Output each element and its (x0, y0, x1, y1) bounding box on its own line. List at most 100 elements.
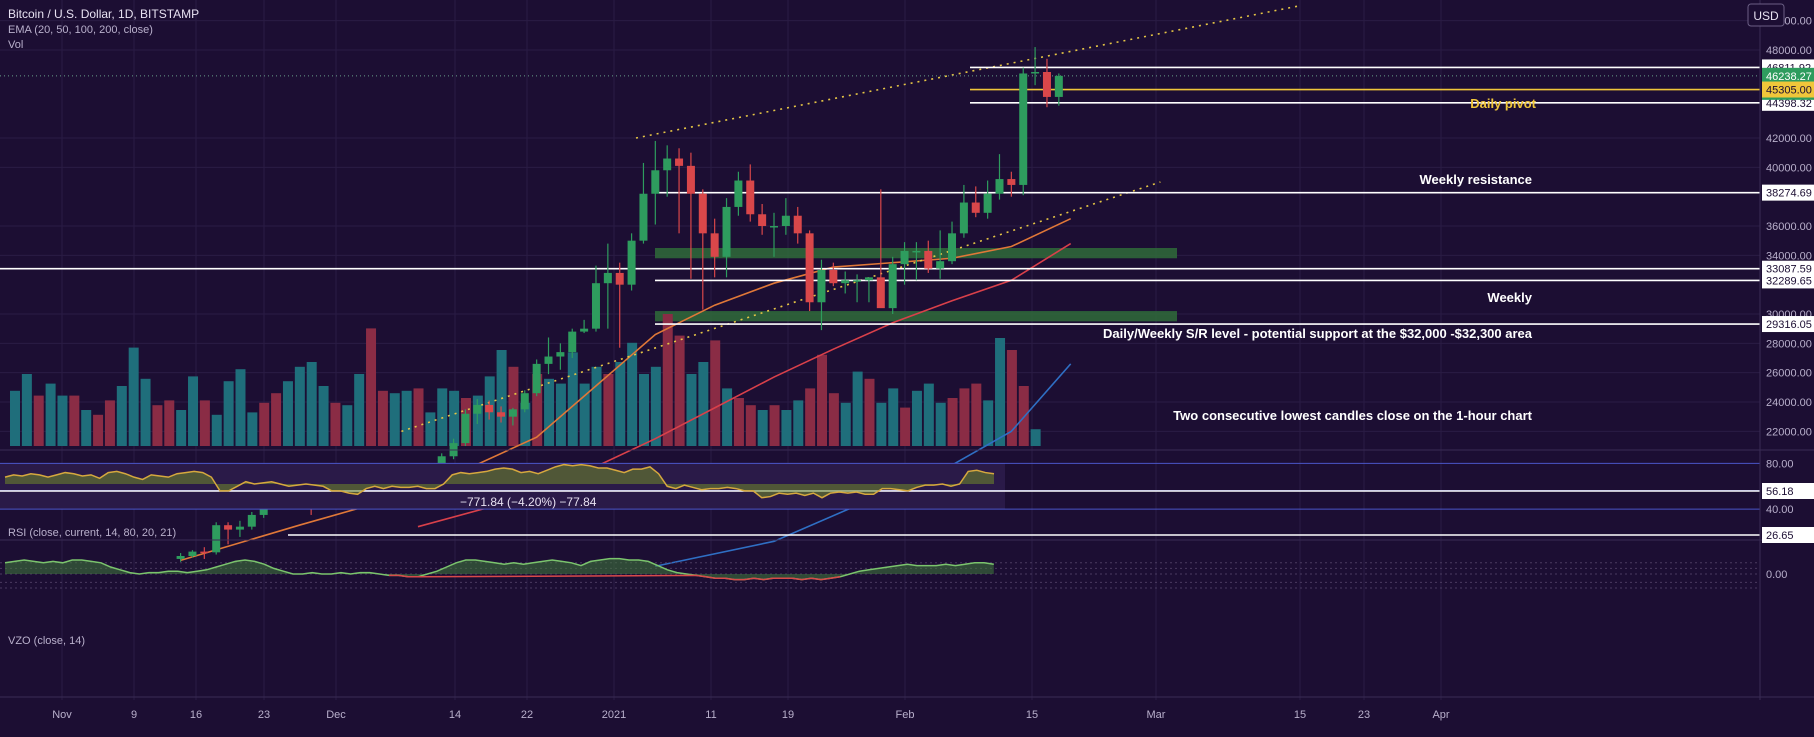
volume-bar (971, 383, 982, 446)
last-price-text: 46238.27 (1766, 71, 1812, 83)
level-tag (1762, 316, 1814, 333)
rsi-level-text: 26.65 (1766, 530, 1794, 542)
zone-lower (655, 311, 1177, 322)
volume-bar (911, 390, 922, 446)
volume-bar (722, 388, 733, 446)
currency-button[interactable] (1747, 3, 1785, 27)
time-tick: 15 (1294, 709, 1306, 721)
volume-bar (211, 414, 222, 446)
pivot-tag (1762, 81, 1814, 98)
time-tick: 23 (1358, 709, 1370, 721)
candle-body (959, 202, 968, 234)
price-tick: 40000.00 (1766, 162, 1812, 174)
volume-bar (401, 390, 412, 446)
volume-bar (876, 402, 887, 446)
level-tag (1762, 272, 1814, 289)
candle-body (698, 193, 707, 234)
volume-bar (817, 354, 828, 446)
weekly-resistance-label: Weekly resistance (1420, 172, 1533, 187)
rsi-legend[interactable]: RSI (close, current, 14, 80, 20, 21) (8, 527, 176, 539)
pivot-tag-text: 45305.00 (1766, 85, 1812, 97)
upper-channel (635, 5, 1299, 139)
candle-body (1054, 75, 1063, 97)
volume-bar (1030, 429, 1041, 446)
volume-bar (828, 393, 839, 446)
volume-bar (710, 340, 721, 446)
time-tick: 11 (705, 709, 716, 721)
volume-bar (662, 314, 673, 446)
volume-bar (318, 386, 329, 446)
volume-bar (555, 383, 566, 446)
time-axis[interactable]: Nov 9 16 23 Dec 14 22 2021 11 19 Feb 15 Mar 15 23 Apr (52, 709, 1450, 721)
volume-legend[interactable]: Vol (8, 39, 23, 51)
candle-body (722, 206, 731, 257)
candle-body (544, 356, 553, 364)
volume-bar (342, 405, 353, 446)
time-tick: Mar (1147, 709, 1166, 721)
candle-body (508, 409, 517, 417)
volume-bar (781, 410, 792, 446)
daily-pivot-label: Daily pivot (1470, 96, 1536, 111)
candle-body (235, 526, 244, 530)
price-tick: 22000.00 (1766, 426, 1812, 438)
candle-body (663, 158, 672, 171)
volume-bar (330, 402, 341, 446)
ema-legend[interactable]: EMA (20, 50, 100, 200, close) (8, 24, 153, 36)
price-tick: 34000.00 (1766, 250, 1812, 262)
volume-bar (235, 369, 246, 446)
volume-bar (45, 383, 56, 446)
candle-body (651, 170, 660, 194)
volume-bar (449, 390, 460, 446)
volume-bar (757, 410, 768, 446)
volume-bar (923, 383, 934, 446)
candle-body (876, 277, 885, 309)
volume-bar (116, 386, 127, 446)
level-layer (0, 66, 1760, 325)
level-tag-text: 44398.32 (1766, 98, 1812, 110)
price-axis[interactable]: 50000.0048000.0042000.0040000.0036000.00… (1759, 0, 1814, 700)
trendline-layer (401, 5, 1299, 433)
volume-bar (686, 374, 697, 446)
candle-body (995, 179, 1004, 194)
rsi-line (4, 463, 995, 499)
volume-bar (544, 378, 555, 446)
volume-bar (639, 374, 650, 446)
volume-bar (520, 402, 531, 446)
volume-bar (591, 366, 602, 446)
volume-bar (615, 362, 626, 446)
volume-bar (769, 405, 780, 446)
candle-body (1007, 179, 1016, 185)
symbol-legend[interactable]: Bitcoin / U.S. Dollar, 1D, BITSTAMP (8, 7, 199, 21)
volume-bar (793, 400, 804, 446)
time-tick: 22 (521, 709, 533, 721)
candle-body (200, 551, 209, 554)
volume-bar (128, 347, 139, 446)
volume-bar (698, 362, 709, 446)
volume-bar (995, 338, 1006, 446)
candle-body (853, 280, 862, 282)
time-tick: Dec (326, 709, 346, 721)
candle-body (580, 328, 589, 332)
candle-body (556, 352, 565, 357)
volume-bar (947, 398, 958, 446)
time-tick: 9 (131, 709, 137, 721)
candle-body (746, 180, 755, 215)
candle-body (1042, 72, 1051, 97)
candle-body (591, 283, 600, 329)
price-tick: 48000.00 (1766, 45, 1812, 57)
candle-body (841, 280, 850, 284)
price-tick: 28000.00 (1766, 338, 1812, 350)
volume-bar (805, 388, 816, 446)
volume-bar (603, 374, 614, 446)
candle-body (532, 363, 541, 394)
vzo-legend[interactable]: VZO (close, 14) (8, 635, 85, 647)
candle-body (485, 404, 494, 413)
volume-bar (567, 352, 578, 446)
volume-bar (164, 400, 175, 446)
candle-body (639, 193, 648, 241)
rsi-tick: 80.00 (1766, 458, 1794, 470)
time-tick: 14 (449, 709, 461, 721)
volume-bar (745, 405, 756, 446)
